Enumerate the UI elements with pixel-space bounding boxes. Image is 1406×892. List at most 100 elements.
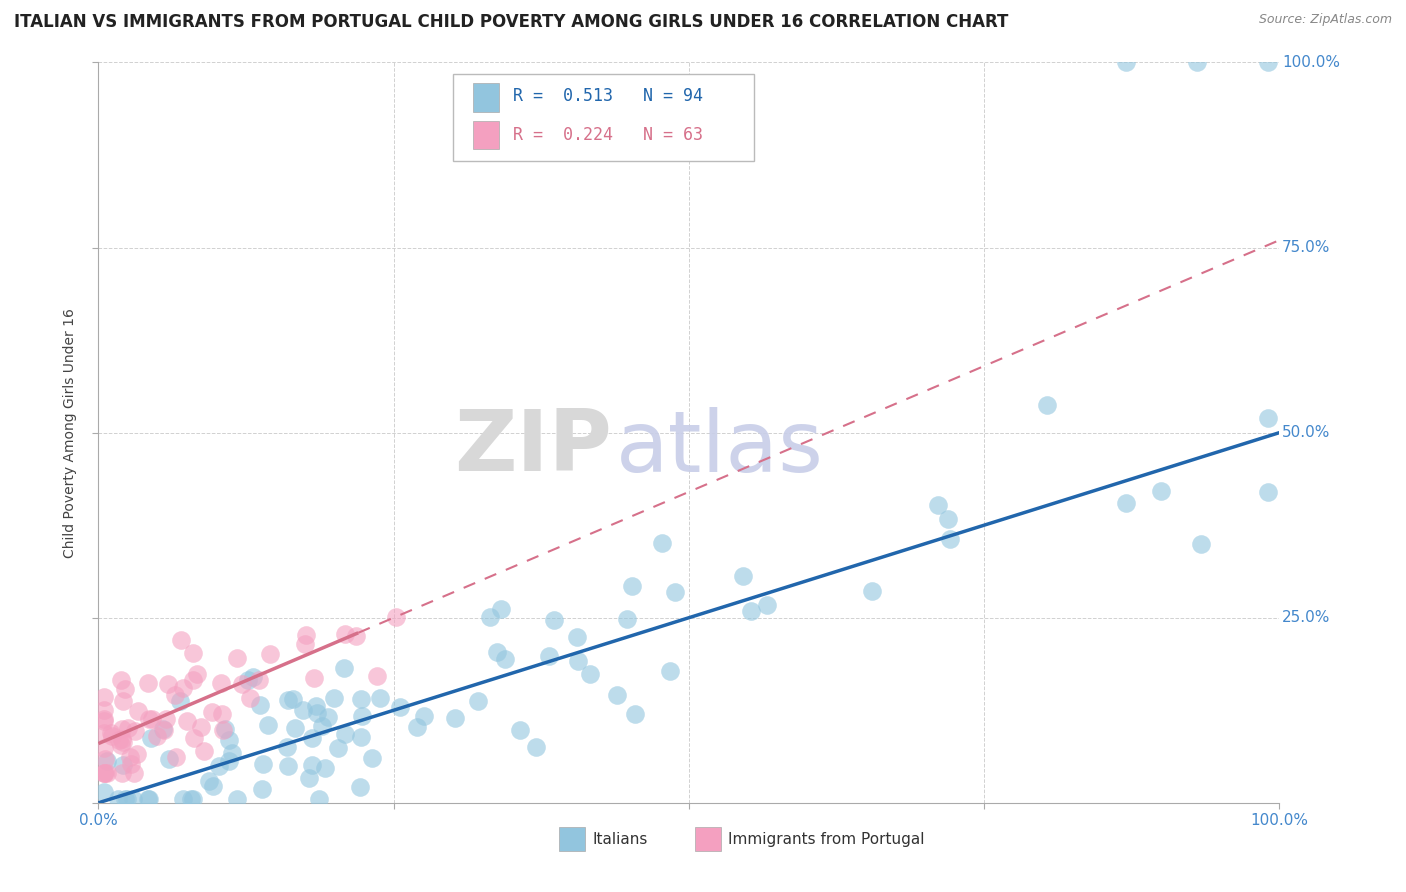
Point xyxy=(124,723,146,738)
Point xyxy=(107,732,129,747)
Point xyxy=(491,601,513,615)
Text: 100.0%: 100.0% xyxy=(1282,55,1340,70)
Point xyxy=(733,568,755,582)
Point xyxy=(156,677,179,691)
Point xyxy=(314,761,336,775)
Point xyxy=(138,712,160,726)
Point xyxy=(543,613,565,627)
Point xyxy=(366,669,388,683)
Point xyxy=(155,712,177,726)
Point xyxy=(198,774,221,789)
Point xyxy=(120,750,142,764)
Point xyxy=(1257,55,1279,70)
Point xyxy=(259,648,281,662)
Point xyxy=(606,688,628,702)
Point xyxy=(165,688,187,702)
Point xyxy=(236,673,259,687)
Point xyxy=(146,729,169,743)
Point xyxy=(111,732,134,747)
Point xyxy=(524,739,547,754)
Point xyxy=(153,723,176,738)
Point xyxy=(467,694,489,708)
Point xyxy=(257,718,280,732)
Point xyxy=(242,670,264,684)
Point xyxy=(567,630,589,644)
Point xyxy=(93,766,115,780)
Point xyxy=(651,536,673,550)
Point xyxy=(308,792,330,806)
Point xyxy=(209,676,232,690)
Point xyxy=(277,759,299,773)
Point xyxy=(509,723,531,737)
Point xyxy=(326,741,349,756)
Point xyxy=(658,665,681,679)
Point xyxy=(122,766,145,780)
Point xyxy=(1185,55,1208,70)
Point xyxy=(333,727,356,741)
Point xyxy=(664,585,686,599)
Point xyxy=(302,671,325,685)
Text: 75.0%: 75.0% xyxy=(1282,240,1330,255)
Point xyxy=(368,690,391,705)
Point xyxy=(180,792,202,806)
Point xyxy=(110,738,132,752)
Text: Italians: Italians xyxy=(592,831,648,847)
FancyBboxPatch shape xyxy=(695,827,721,851)
Point xyxy=(252,782,274,797)
Point xyxy=(101,729,124,743)
Point xyxy=(294,628,316,642)
Point xyxy=(1257,410,1279,425)
Point xyxy=(333,661,356,675)
Point xyxy=(120,756,142,771)
Point xyxy=(276,739,298,754)
Point xyxy=(183,731,205,745)
Point xyxy=(201,705,224,719)
Point xyxy=(412,709,434,723)
Point xyxy=(152,722,174,736)
Text: ITALIAN VS IMMIGRANTS FROM PORTUGAL CHILD POVERTY AMONG GIRLS UNDER 16 CORRELATI: ITALIAN VS IMMIGRANTS FROM PORTUGAL CHIL… xyxy=(14,13,1008,31)
Point xyxy=(226,792,249,806)
Point xyxy=(350,692,373,706)
Point xyxy=(100,726,122,740)
Point xyxy=(239,690,262,705)
Point xyxy=(176,714,198,728)
Point xyxy=(444,711,467,725)
Point xyxy=(1115,496,1137,510)
Point xyxy=(169,694,191,708)
Point xyxy=(616,612,638,626)
Point xyxy=(226,651,249,665)
Point xyxy=(1189,537,1212,551)
Point xyxy=(136,792,159,806)
Point xyxy=(247,673,270,687)
Point xyxy=(141,712,163,726)
Point xyxy=(111,694,134,708)
FancyBboxPatch shape xyxy=(560,827,585,851)
Point xyxy=(181,673,204,687)
Point xyxy=(93,713,115,727)
Point xyxy=(218,732,240,747)
Point xyxy=(218,754,240,768)
Point xyxy=(305,699,328,714)
Point xyxy=(93,703,115,717)
Point xyxy=(298,771,321,785)
Point xyxy=(231,677,253,691)
Point xyxy=(294,637,316,651)
Point xyxy=(311,719,333,733)
Text: Source: ZipAtlas.com: Source: ZipAtlas.com xyxy=(1258,13,1392,27)
Point xyxy=(93,726,115,740)
Point xyxy=(193,744,215,758)
Point xyxy=(139,731,162,745)
Point xyxy=(281,692,304,706)
Point xyxy=(537,648,560,663)
Point xyxy=(125,747,148,761)
Text: 50.0%: 50.0% xyxy=(1282,425,1330,440)
Text: 25.0%: 25.0% xyxy=(1282,610,1330,625)
Point xyxy=(96,766,118,780)
Point xyxy=(936,512,959,526)
Point xyxy=(94,766,117,780)
Point xyxy=(186,666,208,681)
Point xyxy=(96,755,118,769)
Point xyxy=(181,646,204,660)
Text: atlas: atlas xyxy=(616,408,824,491)
Text: R =  0.224   N = 63: R = 0.224 N = 63 xyxy=(513,126,703,144)
